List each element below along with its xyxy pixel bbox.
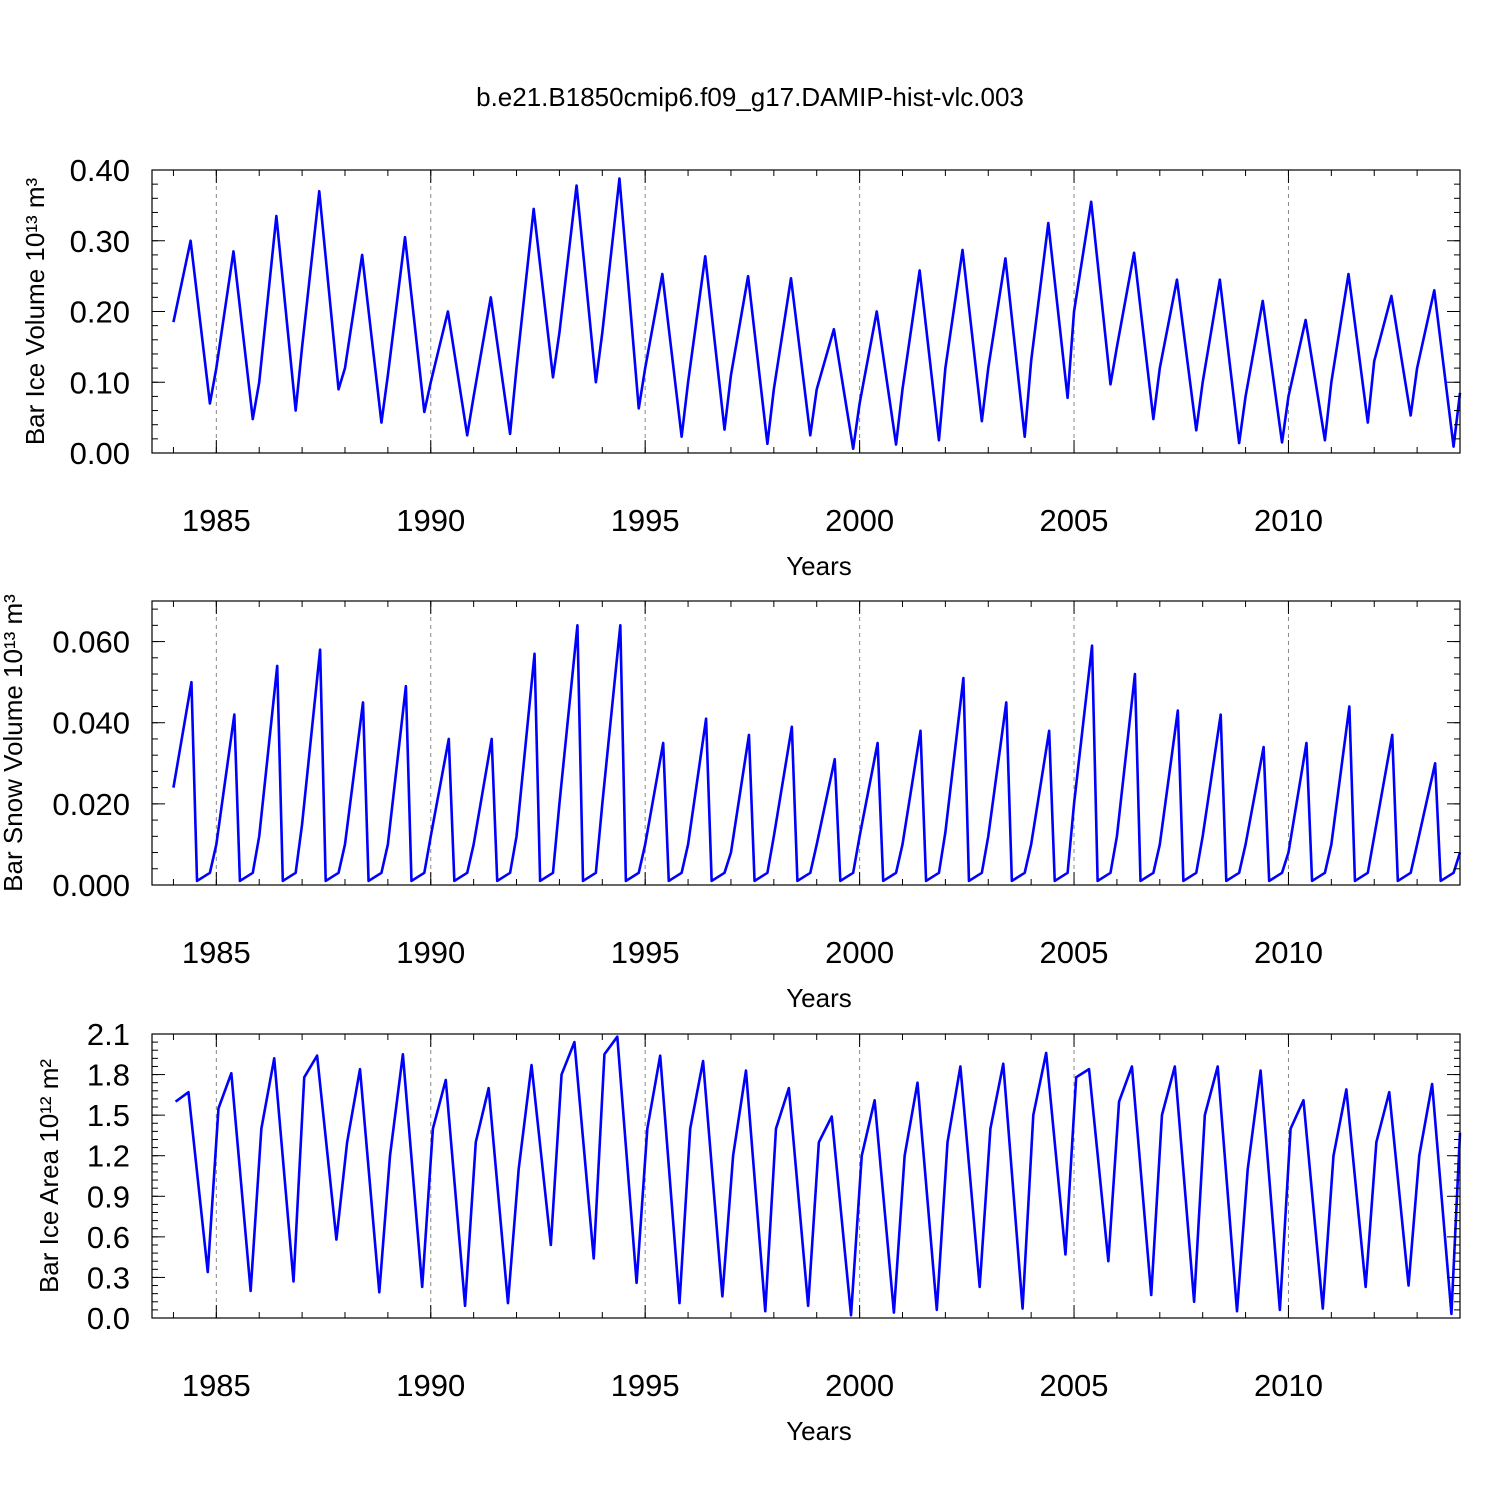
y-tick-label: 0.30 [70,224,130,259]
x-tick-label: 2010 [1254,935,1323,970]
x-tick-label: 2000 [825,503,894,538]
chart-title: b.e21.B1850cmip6.f09_g17.DAMIP-hist-vlc.… [476,82,1024,112]
y-tick-label: 1.5 [87,1098,130,1133]
y-tick-label: 0.0 [87,1301,130,1336]
x-tick-label: 2005 [1040,935,1109,970]
data-line [174,1035,1462,1317]
y-tick-label: 0.020 [52,787,130,822]
y-tick-label: 0.000 [52,868,130,903]
plot-frame [151,1033,1461,1319]
y-tick-label: 1.8 [87,1058,130,1093]
x-tick-label: 1990 [396,1368,465,1403]
y-tick-label: 0.20 [70,295,130,330]
data-line [172,177,1462,451]
x-tick-label: 1985 [182,503,251,538]
x-tick-label: 2000 [825,1368,894,1403]
x-tick-label: 2010 [1254,503,1323,538]
y-tick-label: 0.040 [52,706,130,741]
y-tick-label: 2.1 [87,1017,130,1052]
x-tick-label: 1990 [396,935,465,970]
y-tick-label: 0.3 [87,1260,130,1295]
x-axis-label: Years [786,1416,852,1446]
x-tick-label: 1990 [396,503,465,538]
x-tick-label: 1985 [182,1368,251,1403]
y-tick-label: 0.00 [70,436,130,471]
x-tick-label: 2005 [1040,503,1109,538]
x-tick-label: 1995 [611,935,680,970]
x-axis-label: Years [786,551,852,581]
y-tick-label: 0.6 [87,1220,130,1255]
data-line [172,624,1462,883]
y-tick-label: 0.060 [52,625,130,660]
plot-frame [151,600,1461,886]
x-tick-label: 2005 [1040,1368,1109,1403]
x-tick-label: 2010 [1254,1368,1323,1403]
y-tick-label: 1.2 [87,1139,130,1174]
y-axis-label: Bar Ice Area 10¹² m² [34,1059,64,1293]
x-tick-label: 1995 [611,503,680,538]
x-axis-label: Years [786,983,852,1013]
y-tick-label: 0.40 [70,153,130,188]
y-tick-label: 0.9 [87,1179,130,1214]
x-tick-label: 2000 [825,935,894,970]
y-axis-label: Bar Ice Volume 10¹³ m³ [20,178,50,446]
x-tick-label: 1995 [611,1368,680,1403]
y-axis-label: Bar Snow Volume 10¹³ m³ [0,594,28,892]
x-tick-label: 1985 [182,935,251,970]
y-tick-label: 0.10 [70,365,130,400]
